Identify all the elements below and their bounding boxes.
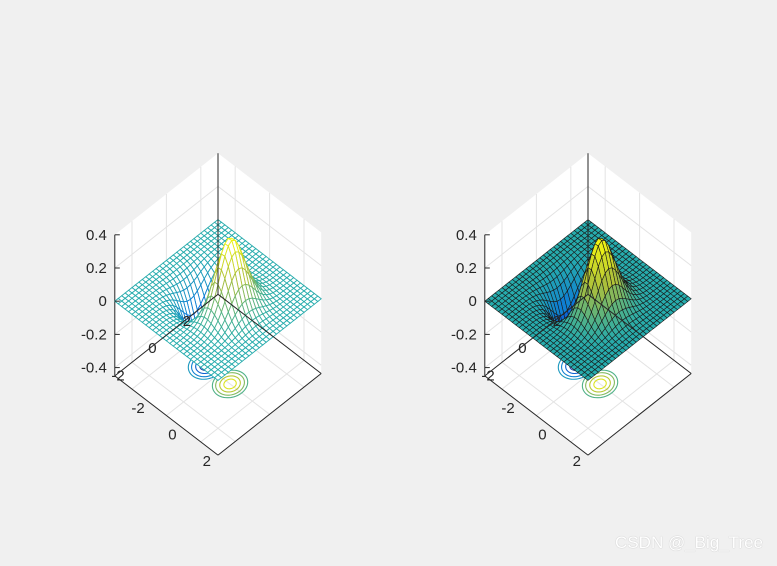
- surface-face: [213, 374, 223, 381]
- x-tick-label: 0: [168, 427, 176, 444]
- axis-line: [484, 375, 589, 456]
- z-tick-label: 0: [468, 293, 476, 310]
- axis-line: [114, 293, 219, 377]
- z-tick-label: 0.4: [456, 227, 477, 244]
- axis-line: [484, 293, 589, 377]
- contour-line: [219, 375, 241, 393]
- y-tick-label: -2: [111, 367, 124, 384]
- surf-surface: [484, 219, 692, 381]
- contour-line: [589, 375, 611, 393]
- x-tick-label: 0: [538, 427, 546, 444]
- z-tick-label: 0: [98, 293, 106, 310]
- grid-line: [131, 361, 236, 442]
- axis-line: [217, 373, 322, 456]
- y-tick-label: 0: [148, 340, 156, 357]
- axis-line: [217, 293, 322, 374]
- z-tick-label: 0.2: [86, 260, 107, 277]
- watermark: CSDN @_Big_Tree: [615, 533, 763, 552]
- x-tick-label: -2: [501, 400, 514, 417]
- contour-line: [223, 378, 237, 390]
- x-tick-label: -2: [131, 400, 144, 417]
- y-tick-label: 0: [518, 340, 526, 357]
- y-tick-label: 2: [183, 313, 191, 330]
- axis-line: [114, 375, 219, 456]
- surface-face: [584, 374, 592, 381]
- axis-line: [587, 373, 692, 456]
- mesh-surface: [114, 219, 322, 381]
- z-tick-label: 0.4: [86, 227, 107, 244]
- grid-line: [501, 361, 606, 442]
- y-tick-label: -2: [481, 367, 494, 384]
- z-tick-label: -0.4: [81, 360, 107, 377]
- z-tick-label: -0.4: [451, 360, 477, 377]
- z-tick-label: 0.2: [456, 260, 477, 277]
- x-tick-label: 2: [203, 453, 211, 470]
- contour-line: [593, 378, 607, 390]
- axis-line: [587, 293, 692, 374]
- y-tick-label: 2: [553, 313, 561, 330]
- z-tick-label: -0.2: [451, 326, 477, 343]
- z-tick-label: -0.2: [81, 326, 107, 343]
- x-tick-label: 2: [573, 453, 581, 470]
